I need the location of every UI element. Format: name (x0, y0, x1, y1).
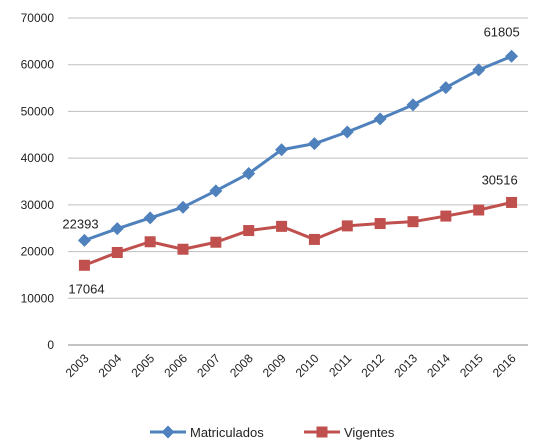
legend-item-vigentes: Vigentes (304, 425, 395, 440)
data-point-square (144, 236, 156, 248)
data-point-diamond (307, 137, 321, 151)
data-point-square (276, 220, 288, 232)
legend-label: Vigentes (344, 425, 395, 440)
data-point-square (316, 426, 328, 438)
y-tick-label: 60000 (21, 58, 55, 72)
x-tick-label: 2008 (227, 351, 256, 380)
x-tick-label: 2010 (293, 351, 322, 380)
x-tick-label: 2014 (424, 351, 453, 380)
data-point-diamond (439, 81, 453, 95)
data-point-square (308, 233, 320, 245)
x-tick-label: 2004 (96, 351, 125, 380)
x-tick-label: 2016 (490, 351, 519, 380)
data-labels: 22393 61805 17064 30516 (62, 24, 519, 296)
data-point-square (111, 247, 123, 259)
data-point-diamond (340, 125, 354, 139)
data-point-diamond (77, 233, 91, 247)
y-tick-label: 40000 (21, 151, 55, 165)
data-label: 61805 (484, 24, 520, 39)
data-point-square (210, 236, 222, 248)
y-axis-ticks: 0 10000 20000 30000 40000 50000 60000 70000 (21, 11, 55, 352)
legend: Matriculados Vigentes (150, 425, 395, 440)
data-label: 30516 (482, 172, 518, 187)
x-tick-label: 2009 (260, 351, 289, 380)
x-tick-label: 2003 (63, 351, 92, 380)
data-point-diamond (242, 167, 256, 181)
y-tick-label: 30000 (21, 198, 55, 212)
data-point-square (78, 259, 90, 271)
data-point-diamond (406, 98, 420, 112)
y-tick-label: 50000 (21, 104, 55, 118)
series-vigentes (78, 196, 518, 271)
x-axis-ticks: 2003 2004 2005 2006 2007 2008 2009 2010 2011 2012… (63, 351, 519, 380)
data-point-diamond (505, 49, 519, 63)
data-point-diamond (176, 200, 190, 214)
series-line (83, 54, 513, 242)
y-tick-label: 20000 (21, 245, 55, 259)
data-point-square (243, 225, 255, 237)
legend-item-matriculados: Matriculados (150, 425, 264, 440)
gridlines (68, 17, 528, 346)
series-group (77, 49, 519, 271)
data-point-square (177, 243, 189, 255)
y-tick-label: 10000 (21, 291, 55, 305)
data-point-diamond (472, 63, 486, 77)
data-point-square (374, 218, 386, 230)
y-tick-label: 70000 (21, 11, 55, 25)
data-point-diamond (110, 222, 124, 236)
x-tick-label: 2012 (358, 351, 387, 380)
data-point-diamond (275, 143, 289, 157)
x-tick-label: 2011 (326, 351, 354, 379)
data-point-square (341, 220, 353, 232)
x-tick-label: 2013 (391, 351, 420, 380)
data-point-square (440, 210, 452, 222)
x-tick-label: 2006 (161, 351, 190, 380)
data-label: 17064 (68, 281, 104, 296)
x-tick-label: 2007 (194, 351, 223, 380)
data-point-diamond (161, 425, 175, 439)
data-point-square (473, 204, 485, 216)
series-matriculados (77, 49, 519, 247)
data-point-square (506, 196, 518, 208)
data-point-square (407, 216, 419, 228)
data-point-diamond (143, 211, 157, 225)
data-point-diamond (373, 112, 387, 126)
data-point-diamond (209, 184, 223, 198)
data-label: 22393 (62, 216, 98, 231)
x-tick-label: 2005 (128, 351, 157, 380)
x-tick-label: 2015 (457, 351, 486, 380)
legend-label: Matriculados (190, 425, 264, 440)
y-tick-label: 0 (47, 338, 54, 352)
